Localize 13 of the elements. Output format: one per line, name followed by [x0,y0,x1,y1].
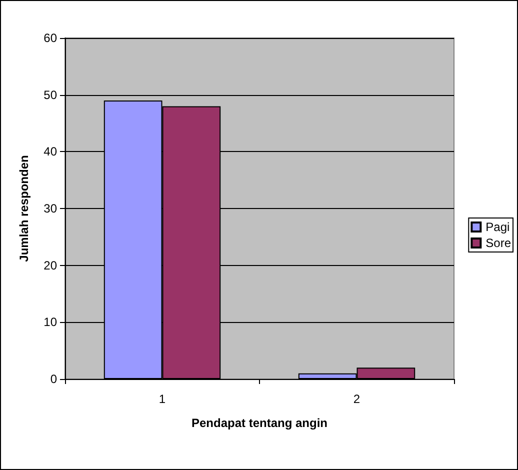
y-axis-title: Jumlah responden [17,155,31,262]
x-axis-title: Pendapat tentang angin [191,416,328,430]
x-tick-label: 1 [158,392,166,406]
legend-label: Pagi [486,220,510,234]
x-tick-label: 2 [353,392,360,406]
y-tick-label: 30 [44,202,58,216]
y-tick-label: 50 [44,88,58,102]
y-tick-label: 60 [44,31,58,45]
y-tick-label: 10 [44,315,58,330]
y-tick-label: 0 [50,372,58,386]
legend-label: Sore [486,236,512,250]
y-tick-label: 40 [44,144,58,159]
y-tick-label: 20 [44,258,58,272]
